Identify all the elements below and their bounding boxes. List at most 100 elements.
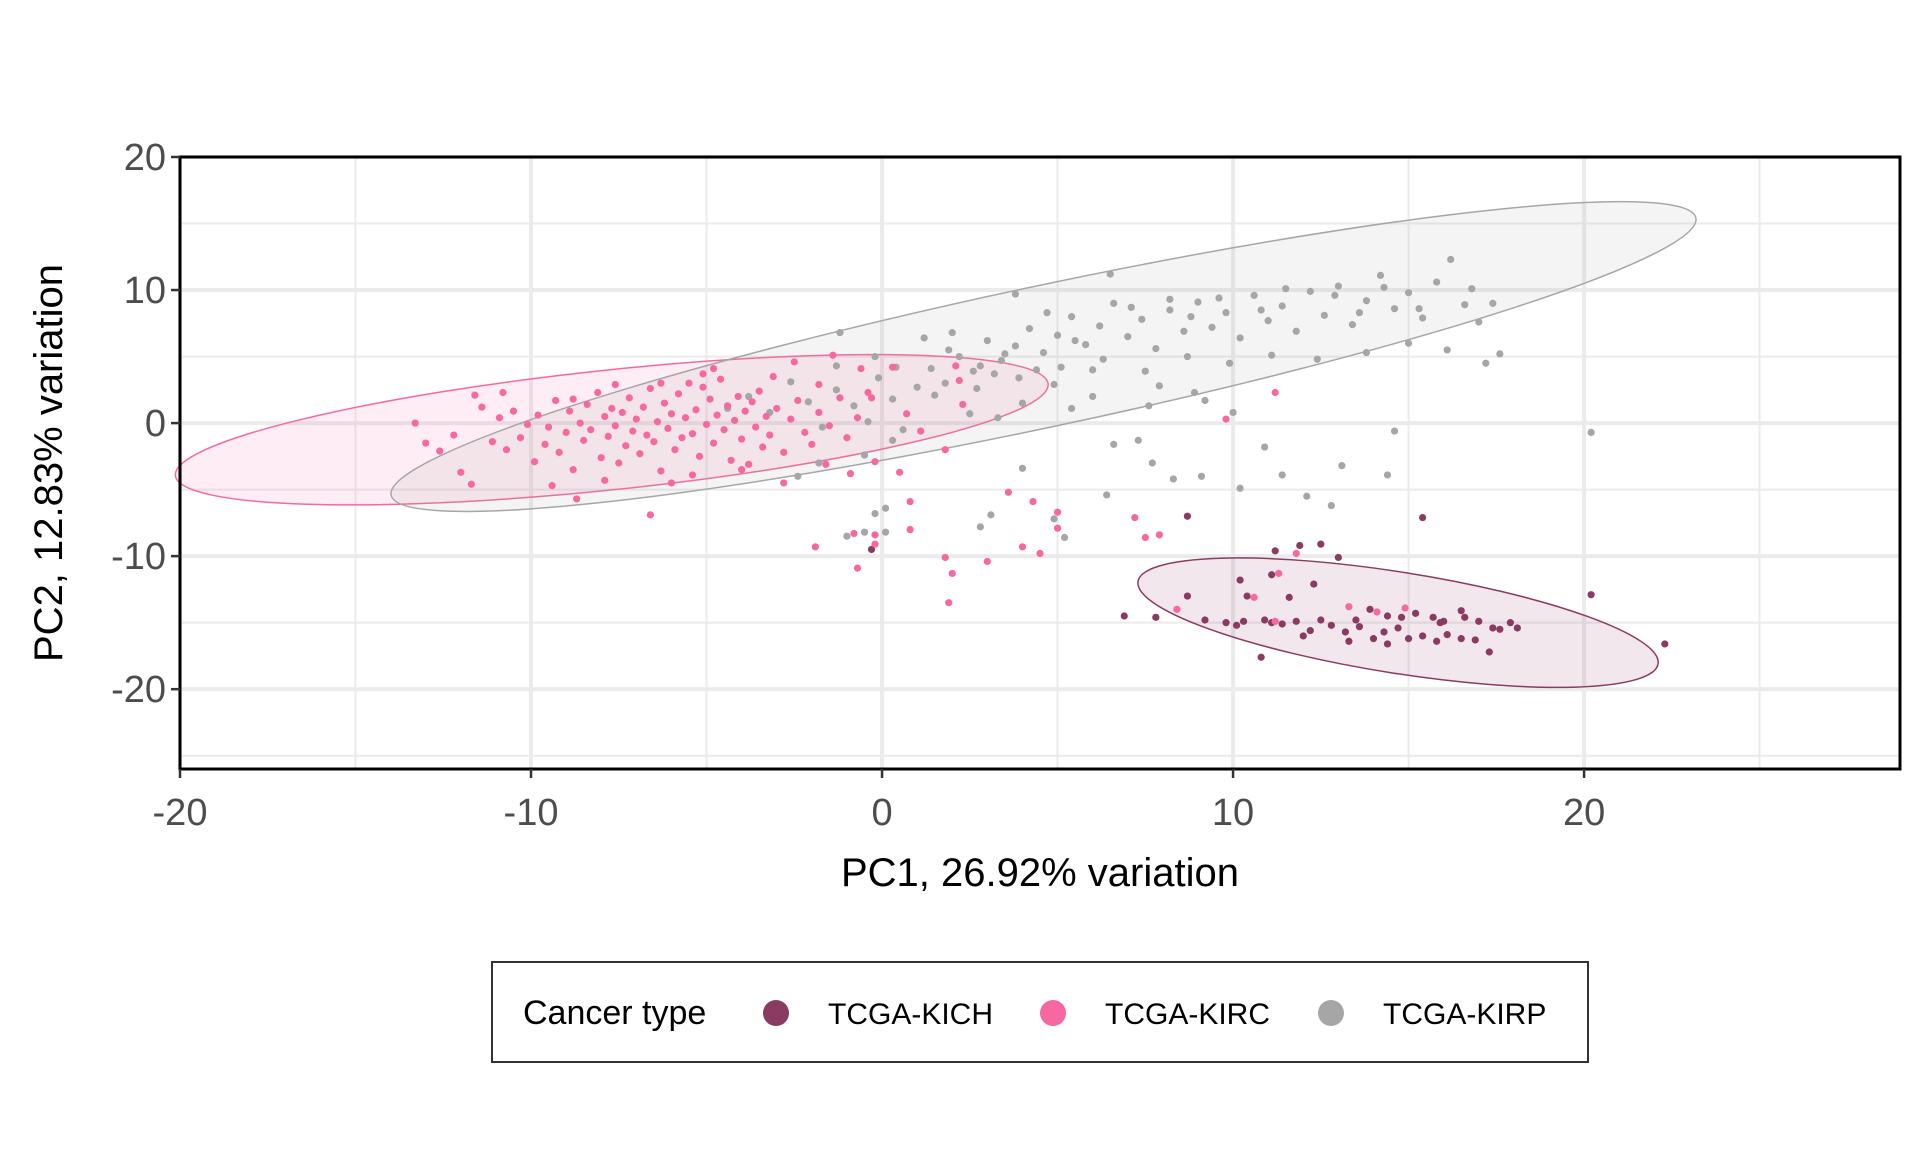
data-point-tcga-kirc — [829, 351, 837, 359]
data-point-tcga-kirc — [681, 414, 690, 422]
data-point-tcga-kirp — [1380, 283, 1388, 291]
data-point-tcga-kirc — [713, 411, 721, 419]
confidence-ellipse-tcga-kirp — [390, 200, 1697, 513]
data-point-tcga-kich — [1429, 613, 1437, 621]
data-point-tcga-kirp — [871, 509, 879, 518]
data-point-tcga-kich — [1232, 621, 1241, 629]
data-point-tcga-kirp — [1404, 339, 1413, 347]
data-point-tcga-kich — [1457, 607, 1465, 615]
data-point-tcga-kirc — [959, 400, 967, 409]
data-point-tcga-kirp — [1496, 350, 1504, 358]
data-point-tcga-kirc — [548, 482, 556, 490]
data-point-tcga-kirp — [931, 391, 939, 399]
data-point-tcga-kirp — [815, 459, 823, 467]
data-point-tcga-kirc — [601, 412, 609, 421]
data-point-tcga-kirc — [551, 396, 560, 405]
data-point-tcga-kich — [1369, 635, 1378, 643]
data-point-tcga-kirp — [1124, 333, 1132, 341]
data-point-tcga-kich — [1404, 635, 1413, 643]
data-point-tcga-kirp — [871, 352, 879, 361]
x-tick-label: 20 — [1563, 792, 1605, 834]
data-point-tcga-kirp — [927, 364, 935, 373]
data-point-tcga-kirp — [1229, 408, 1237, 417]
data-point-tcga-kirp — [1152, 344, 1160, 353]
data-point-tcga-kirp — [1327, 501, 1335, 510]
data-point-tcga-kirc — [857, 364, 865, 373]
data-point-tcga-kirc — [748, 398, 756, 406]
data-point-tcga-kich — [1419, 513, 1427, 522]
data-point-tcga-kirc — [499, 388, 507, 397]
data-point-tcga-kirc — [709, 439, 718, 447]
data-point-tcga-kirc — [815, 408, 823, 417]
data-point-tcga-kich — [1239, 617, 1248, 625]
data-point-tcga-kirp — [1489, 299, 1497, 307]
data-point-tcga-kirc — [741, 407, 749, 415]
data-point-tcga-kirc — [411, 419, 419, 427]
data-point-tcga-kich — [1306, 627, 1314, 635]
data-point-tcga-kirp — [1106, 270, 1114, 278]
data-point-tcga-kirp — [1348, 321, 1357, 329]
data-point-tcga-kirc — [773, 404, 781, 413]
data-point-tcga-kirp — [1071, 337, 1079, 345]
data-point-tcga-kirp — [836, 329, 844, 337]
data-point-tcga-kirc — [762, 412, 770, 421]
data-point-tcga-kich — [867, 545, 876, 554]
data-point-tcga-kirc — [629, 427, 637, 435]
data-point-tcga-kirp — [1187, 313, 1195, 321]
x-tick-label: 0 — [871, 792, 892, 834]
data-point-tcga-kirp — [1127, 303, 1135, 311]
data-point-tcga-kirp — [787, 378, 795, 386]
data-point-tcga-kirc — [1131, 513, 1139, 522]
data-point-tcga-kich — [1506, 619, 1514, 627]
data-point-tcga-kirc — [723, 402, 732, 410]
data-point-tcga-kirc — [846, 470, 855, 478]
data-point-tcga-kirp — [1134, 436, 1142, 444]
data-point-tcga-kirp — [1025, 325, 1034, 333]
data-point-tcga-kirc — [488, 438, 497, 446]
data-point-tcga-kirp — [832, 362, 841, 370]
data-point-tcga-kirp — [1169, 475, 1177, 483]
data-point-tcga-kirp — [1433, 278, 1441, 286]
data-point-tcga-kirc — [1173, 605, 1181, 613]
data-point-tcga-kirc — [618, 408, 626, 417]
confidence-ellipse-tcga-kich — [1137, 557, 1659, 689]
data-point-tcga-kich — [1355, 623, 1364, 631]
data-point-tcga-kirc — [646, 384, 654, 393]
data-point-tcga-kirc — [436, 447, 444, 455]
data-point-tcga-kirc — [615, 459, 623, 467]
data-point-tcga-kirp — [1067, 404, 1076, 413]
data-point-tcga-kirp — [1236, 484, 1244, 492]
data-point-tcga-kirc — [688, 430, 697, 438]
data-point-tcga-kich — [1268, 571, 1276, 579]
data-point-tcga-kirp — [1461, 301, 1469, 309]
data-point-tcga-kirc — [450, 431, 458, 439]
data-point-tcga-kich — [1334, 553, 1342, 562]
data-point-tcga-kirc — [657, 467, 665, 475]
data-point-tcga-kirc — [587, 426, 595, 434]
data-point-tcga-kirp — [1089, 392, 1097, 401]
data-point-tcga-kirc — [790, 358, 798, 366]
data-point-tcga-kirp — [1376, 271, 1385, 280]
data-point-tcga-kirp — [1278, 471, 1286, 479]
data-point-tcga-kirc — [534, 411, 542, 419]
data-point-tcga-kirc — [759, 443, 767, 451]
data-point-tcga-kirc — [576, 419, 584, 427]
data-point-tcga-kirp — [1053, 331, 1062, 339]
data-point-tcga-kich — [1285, 593, 1293, 601]
data-point-tcga-kirp — [1306, 287, 1314, 295]
data-point-tcga-kirc — [471, 391, 479, 399]
data-point-tcga-kirc — [653, 418, 661, 426]
data-point-tcga-kich — [1411, 609, 1420, 617]
data-point-tcga-kirp — [1390, 427, 1399, 435]
data-point-tcga-kich — [1261, 616, 1269, 624]
ellipse-layer — [174, 200, 1697, 689]
x-tick-label: -10 — [504, 792, 559, 834]
data-point-tcga-kirp — [1215, 294, 1223, 302]
data-point-tcga-kirp — [1015, 374, 1023, 382]
data-point-tcga-kirp — [1043, 309, 1051, 317]
data-point-tcga-kirp — [1148, 459, 1156, 467]
data-point-tcga-kirc — [794, 396, 802, 405]
data-point-tcga-kirc — [1053, 524, 1062, 532]
data-point-tcga-kirc — [871, 458, 879, 466]
